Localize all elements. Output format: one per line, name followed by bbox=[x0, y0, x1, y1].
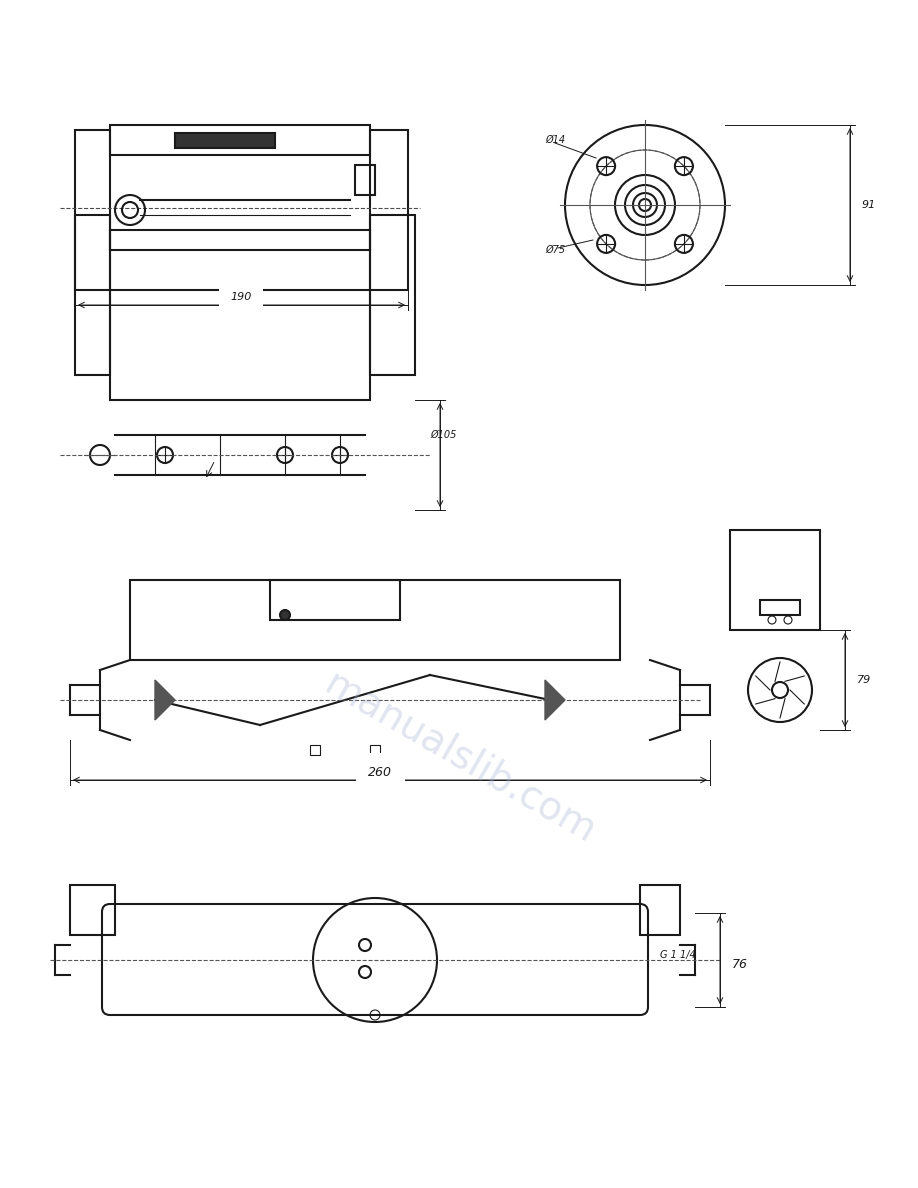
Text: Ø75: Ø75 bbox=[545, 245, 565, 255]
Text: manualslib.com: manualslib.com bbox=[318, 665, 602, 851]
Text: G 1 1/4: G 1 1/4 bbox=[660, 950, 696, 960]
FancyBboxPatch shape bbox=[102, 904, 648, 1015]
Text: Ø14: Ø14 bbox=[545, 135, 565, 145]
Bar bbox=[370, 745, 380, 756]
Bar bbox=[75, 215, 110, 375]
Text: 190: 190 bbox=[230, 292, 252, 302]
Polygon shape bbox=[545, 680, 565, 720]
Bar bbox=[730, 530, 820, 630]
Bar bbox=[310, 745, 320, 756]
Text: 91: 91 bbox=[862, 200, 877, 210]
Bar bbox=[110, 230, 370, 249]
Text: 79: 79 bbox=[857, 675, 871, 685]
Text: 260: 260 bbox=[368, 765, 392, 778]
Polygon shape bbox=[155, 680, 175, 720]
Bar bbox=[270, 580, 400, 620]
Bar bbox=[355, 165, 375, 195]
Circle shape bbox=[280, 609, 290, 620]
Bar bbox=[110, 125, 370, 154]
Bar bbox=[370, 215, 415, 375]
Bar bbox=[640, 885, 680, 935]
Bar bbox=[110, 290, 370, 400]
Bar bbox=[370, 129, 408, 290]
Bar bbox=[75, 129, 110, 290]
Bar bbox=[70, 885, 115, 935]
Text: Ø105: Ø105 bbox=[430, 430, 456, 440]
Text: 76: 76 bbox=[732, 959, 748, 972]
Bar bbox=[130, 580, 620, 661]
Bar bbox=[175, 133, 275, 148]
Bar bbox=[760, 600, 800, 615]
